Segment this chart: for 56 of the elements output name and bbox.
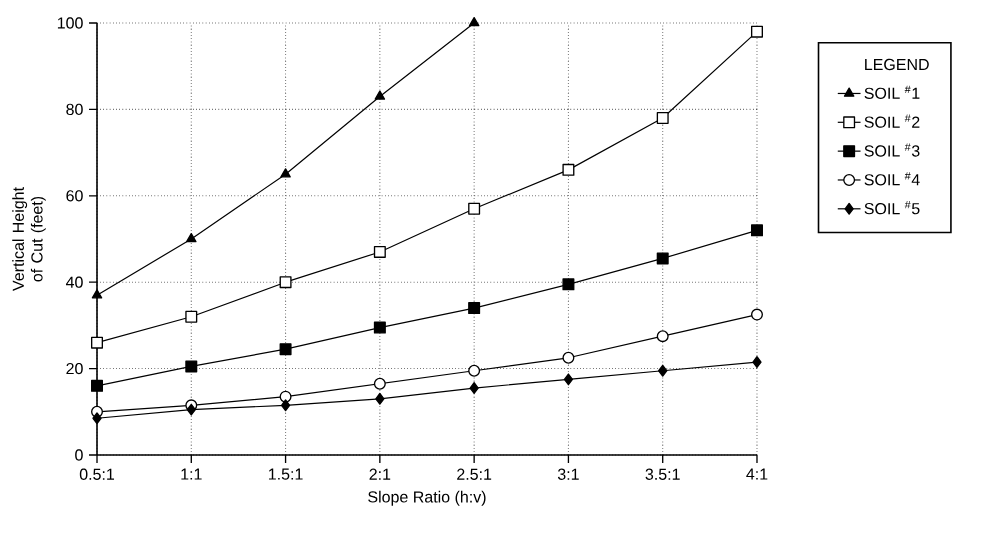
x-tick-label: 2:1	[369, 468, 391, 480]
point	[468, 364, 481, 377]
point	[468, 202, 481, 215]
point	[185, 360, 198, 373]
legend-label: SOIL $^{#}$5	[864, 201, 920, 215]
point	[656, 112, 669, 125]
point	[750, 25, 763, 38]
x-tick-label: 1:1	[181, 468, 202, 480]
y-tick-label: 80	[66, 103, 83, 116]
y-tick-label: 20	[66, 362, 83, 375]
point	[563, 373, 574, 386]
x-tick-label: 0.5:1	[79, 468, 115, 480]
y-tick-label: 60	[66, 190, 83, 202]
x-tick-label: 1.5:1	[269, 468, 303, 480]
point	[374, 90, 386, 100]
point	[186, 232, 197, 243]
point	[91, 379, 104, 392]
x-tick-label: 3.5:1	[645, 468, 680, 480]
point	[91, 336, 104, 349]
point	[373, 245, 386, 258]
x-tick-label: 3:1	[557, 468, 579, 480]
x-tick-label: 4:1	[746, 468, 768, 480]
legend-label: SOIL $^{#}$4	[864, 172, 920, 186]
y-tick-label: 100	[57, 17, 83, 29]
legend-label: SOIL $^{#}$1	[864, 85, 920, 99]
x-tick-label: 2.5:1	[457, 468, 492, 480]
point	[280, 168, 291, 178]
legend-title: LEGEND	[865, 58, 929, 71]
point	[468, 16, 480, 27]
point	[469, 382, 479, 395]
point	[750, 224, 763, 237]
point	[658, 364, 668, 377]
y-tick-label: 0	[75, 449, 83, 461]
point	[91, 289, 103, 299]
point	[750, 308, 763, 321]
point	[279, 343, 292, 356]
point	[92, 412, 102, 425]
point	[185, 310, 198, 323]
point	[280, 399, 291, 412]
point	[279, 276, 292, 289]
legend-label: SOIL $^{#}$3	[864, 143, 920, 157]
point	[186, 403, 196, 416]
y-axis-title: Vertical Height of Cut (feet)	[12, 187, 46, 291]
point	[468, 302, 481, 315]
point	[656, 252, 669, 265]
point	[562, 351, 575, 364]
point	[562, 163, 575, 176]
point	[752, 356, 762, 369]
point	[562, 278, 575, 291]
legend-label: SOIL $^{#}$2	[864, 114, 920, 128]
point	[375, 392, 385, 405]
x-axis-title: Slope Ratio (h:v)	[368, 490, 486, 506]
y-tick-label: 40	[65, 276, 83, 288]
point	[373, 377, 386, 390]
point	[373, 321, 386, 334]
point	[656, 330, 669, 343]
